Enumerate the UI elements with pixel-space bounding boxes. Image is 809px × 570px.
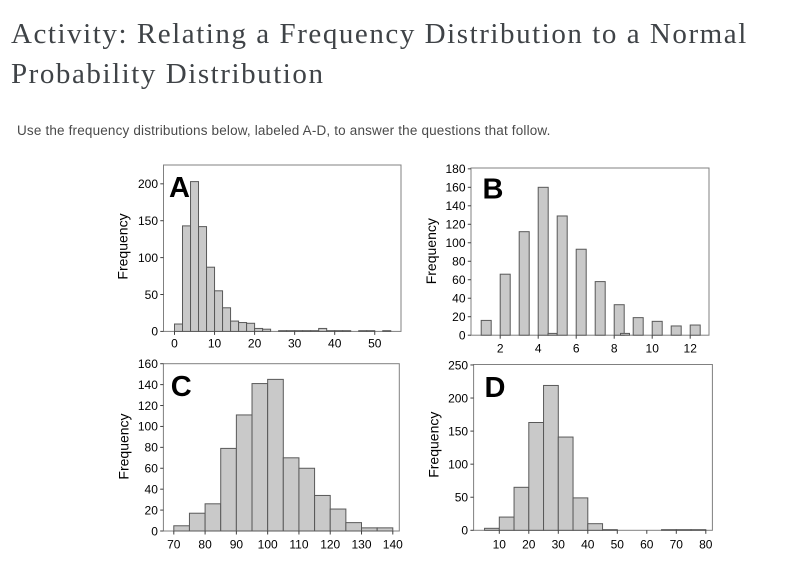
- svg-text:70: 70: [670, 538, 684, 552]
- svg-text:120: 120: [445, 218, 465, 232]
- svg-text:110: 110: [289, 538, 308, 552]
- svg-text:0: 0: [151, 325, 158, 339]
- svg-text:120: 120: [320, 538, 340, 552]
- svg-text:140: 140: [138, 378, 158, 392]
- svg-text:Frequency: Frequency: [115, 213, 131, 279]
- svg-text:160: 160: [138, 357, 158, 371]
- svg-text:50: 50: [145, 288, 159, 302]
- svg-text:20: 20: [522, 538, 536, 552]
- svg-text:20: 20: [248, 337, 262, 351]
- svg-text:4: 4: [535, 342, 542, 356]
- svg-text:Frequency: Frequency: [426, 412, 442, 478]
- svg-text:2: 2: [497, 342, 504, 356]
- svg-text:D: D: [485, 372, 506, 404]
- svg-text:250: 250: [448, 358, 468, 372]
- svg-text:200: 200: [138, 177, 158, 191]
- svg-text:0: 0: [459, 329, 466, 343]
- svg-text:8: 8: [611, 342, 618, 356]
- svg-text:0: 0: [461, 524, 468, 538]
- svg-text:0: 0: [171, 337, 178, 351]
- svg-text:130: 130: [352, 538, 372, 552]
- svg-text:80: 80: [699, 538, 713, 552]
- svg-text:120: 120: [138, 399, 158, 413]
- svg-text:30: 30: [288, 337, 302, 351]
- svg-text:70: 70: [167, 538, 181, 552]
- svg-text:40: 40: [145, 482, 159, 496]
- svg-text:10: 10: [208, 337, 222, 351]
- svg-text:60: 60: [640, 538, 654, 552]
- svg-text:200: 200: [448, 391, 468, 405]
- svg-text:10: 10: [493, 538, 507, 552]
- svg-text:40: 40: [581, 538, 595, 552]
- svg-text:80: 80: [452, 255, 466, 269]
- svg-text:140: 140: [383, 538, 403, 552]
- svg-text:50: 50: [455, 491, 469, 505]
- svg-text:40: 40: [452, 292, 466, 306]
- svg-text:150: 150: [448, 424, 468, 438]
- svg-text:100: 100: [448, 457, 468, 471]
- svg-text:Frequency: Frequency: [116, 413, 132, 479]
- svg-text:80: 80: [198, 538, 212, 552]
- svg-text:100: 100: [258, 538, 278, 552]
- svg-text:6: 6: [573, 342, 580, 356]
- svg-text:80: 80: [145, 441, 159, 455]
- svg-text:50: 50: [368, 337, 382, 351]
- svg-text:60: 60: [145, 462, 159, 476]
- svg-text:12: 12: [684, 342, 698, 356]
- svg-text:30: 30: [552, 538, 566, 552]
- svg-text:40: 40: [328, 337, 342, 351]
- svg-text:0: 0: [151, 524, 158, 538]
- svg-text:20: 20: [452, 310, 466, 324]
- svg-text:50: 50: [611, 538, 625, 552]
- svg-text:100: 100: [138, 420, 158, 434]
- svg-text:90: 90: [230, 538, 244, 552]
- svg-text:B: B: [483, 173, 504, 205]
- svg-text:160: 160: [445, 181, 465, 195]
- svg-text:10: 10: [646, 342, 660, 356]
- svg-text:Frequency: Frequency: [423, 218, 439, 284]
- svg-text:60: 60: [452, 273, 466, 287]
- svg-text:20: 20: [145, 503, 159, 517]
- svg-text:A: A: [169, 172, 190, 204]
- svg-text:150: 150: [138, 214, 158, 228]
- svg-text:140: 140: [445, 199, 465, 213]
- svg-text:100: 100: [445, 236, 465, 250]
- svg-text:180: 180: [445, 162, 465, 176]
- svg-text:100: 100: [138, 251, 158, 265]
- svg-text:C: C: [171, 371, 192, 403]
